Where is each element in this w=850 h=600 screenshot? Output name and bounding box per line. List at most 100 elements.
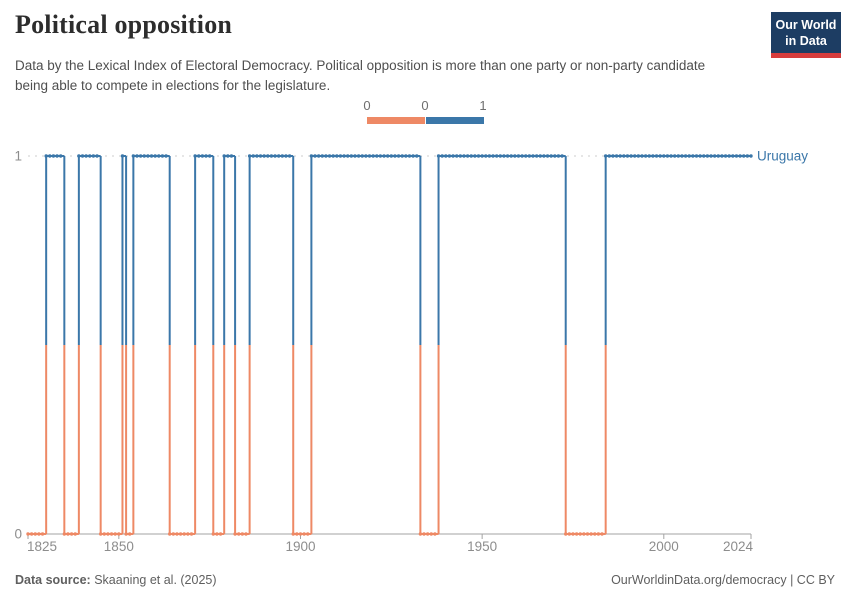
data-point: [647, 154, 651, 158]
data-point: [527, 154, 532, 158]
data-point: [160, 154, 165, 158]
data-point: [164, 154, 168, 158]
entity-label-uruguay[interactable]: Uruguay: [757, 149, 808, 164]
data-point: [520, 154, 524, 158]
data-point: [531, 154, 535, 158]
data-point: [578, 532, 582, 536]
data-point: [415, 154, 419, 158]
data-point: [553, 154, 557, 158]
data-point: [538, 154, 542, 158]
data-point: [84, 154, 88, 158]
page-title: Political opposition: [15, 10, 233, 39]
data-point: [291, 532, 295, 536]
data-point: [738, 154, 742, 158]
data-point: [320, 154, 324, 158]
data-point: [182, 532, 186, 536]
legend-label-max: 1: [479, 98, 487, 113]
data-point: [280, 154, 285, 158]
data-point: [273, 154, 277, 158]
data-point: [335, 154, 339, 158]
data-point: [444, 154, 448, 158]
data-point: [186, 532, 190, 536]
data-point: [476, 154, 481, 158]
data-point: [676, 154, 681, 158]
data-point: [193, 154, 197, 158]
legend-label-min: 0: [363, 98, 371, 113]
data-point: [505, 154, 510, 158]
data-source-value: Skaaning et al. (2025): [94, 573, 217, 587]
data-point: [524, 154, 528, 158]
data-point: [429, 532, 433, 536]
data-point: [556, 154, 561, 158]
data-point: [723, 154, 728, 158]
data-point: [567, 532, 572, 536]
data-point: [625, 154, 630, 158]
data-point: [509, 154, 513, 158]
data-point: [589, 532, 593, 536]
data-point: [157, 154, 161, 158]
data-point: [462, 154, 466, 158]
data-point: [422, 532, 426, 536]
owid-logo-line2: in Data: [785, 33, 827, 48]
data-point: [451, 154, 455, 158]
data-point: [48, 154, 52, 158]
data-point: [327, 154, 332, 158]
legend-bin-0[interactable]: [367, 117, 425, 124]
data-point: [596, 532, 601, 536]
data-point: [298, 532, 303, 536]
data-point: [582, 532, 586, 536]
data-point: [102, 532, 106, 536]
data-point: [585, 532, 590, 536]
data-point: [244, 532, 248, 536]
data-point: [218, 532, 223, 536]
y-tick-label: 1: [14, 149, 22, 164]
data-point: [709, 154, 713, 158]
owid-license-link[interactable]: OurWorldinData.org/democracy | CC BY: [611, 573, 835, 587]
y-tick-label: 0: [14, 527, 22, 542]
data-point: [549, 154, 553, 158]
data-point: [480, 154, 484, 158]
data-point: [128, 532, 132, 536]
data-point: [560, 154, 564, 158]
data-point: [66, 532, 70, 536]
x-tick-label: 1950: [467, 539, 497, 554]
data-point: [396, 154, 401, 158]
legend-bin-1[interactable]: [425, 117, 484, 124]
data-point: [651, 154, 655, 158]
data-point: [411, 154, 415, 158]
x-tick-label: 1850: [104, 539, 134, 554]
data-point: [40, 532, 45, 536]
owid-logo[interactable]: Our World in Data: [771, 12, 841, 59]
data-point: [44, 154, 48, 158]
data-point: [51, 154, 56, 158]
data-point: [455, 154, 459, 158]
data-point: [425, 532, 430, 536]
data-point: [698, 154, 702, 158]
data-point: [247, 154, 252, 158]
data-point: [673, 154, 677, 158]
data-point: [316, 154, 321, 158]
data-point: [436, 154, 441, 158]
data-point: [295, 532, 299, 536]
data-point: [622, 154, 626, 158]
data-point: [142, 154, 146, 158]
data-point: [469, 154, 473, 158]
data-point: [618, 154, 622, 158]
data-point: [382, 154, 386, 158]
data-point: [306, 532, 310, 536]
data-point: [407, 154, 412, 158]
data-point: [658, 154, 662, 158]
data-point: [742, 154, 746, 158]
data-point: [745, 154, 750, 158]
data-point: [222, 154, 226, 158]
data-point: [266, 154, 270, 158]
data-point: [705, 154, 710, 158]
data-point: [338, 154, 343, 158]
data-point: [233, 532, 237, 536]
data-point: [720, 154, 724, 158]
data-point: [629, 154, 633, 158]
data-point: [309, 154, 314, 158]
data-point: [80, 154, 85, 158]
